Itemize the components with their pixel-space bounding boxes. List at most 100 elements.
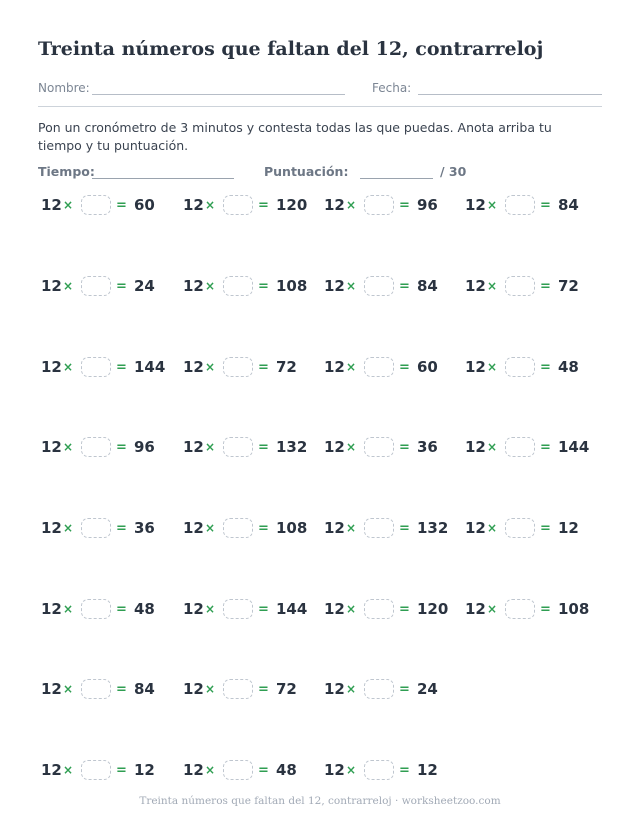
problem: 12 × = 144	[465, 435, 589, 459]
problem-result: 144	[276, 600, 308, 618]
time-label: Tiempo:	[38, 164, 95, 179]
times-sign: ×	[346, 279, 357, 293]
times-sign: ×	[63, 521, 74, 535]
answer-blank[interactable]	[223, 195, 253, 215]
problem-factor: 12	[465, 438, 486, 456]
problem-result: 132	[276, 438, 308, 456]
equals-sign: =	[399, 762, 410, 778]
equals-sign: =	[258, 762, 269, 778]
problem: 12 × = 144	[41, 355, 165, 379]
times-sign: ×	[63, 763, 74, 777]
equals-sign: =	[399, 197, 410, 213]
problem-factor: 12	[465, 519, 486, 537]
times-sign: ×	[205, 360, 216, 374]
answer-blank[interactable]	[364, 599, 394, 619]
times-sign: ×	[205, 682, 216, 696]
problem-factor: 12	[41, 196, 62, 214]
times-sign: ×	[63, 360, 74, 374]
problem-result: 48	[134, 600, 155, 618]
problem-factor: 12	[324, 196, 345, 214]
problem-result: 84	[134, 680, 155, 698]
problem-factor: 12	[183, 600, 204, 618]
times-sign: ×	[487, 602, 498, 616]
answer-blank[interactable]	[364, 760, 394, 780]
problem: 12 × = 24	[41, 274, 155, 298]
problem: 12 × = 108	[183, 274, 307, 298]
problem-result: 108	[276, 277, 308, 295]
answer-blank[interactable]	[81, 679, 111, 699]
times-sign: ×	[63, 602, 74, 616]
problem-factor: 12	[183, 680, 204, 698]
equals-sign: =	[540, 359, 551, 375]
equals-sign: =	[258, 520, 269, 536]
answer-blank[interactable]	[223, 679, 253, 699]
answer-blank[interactable]	[505, 357, 535, 377]
answer-blank[interactable]	[81, 599, 111, 619]
answer-blank[interactable]	[81, 276, 111, 296]
date-line[interactable]	[418, 94, 602, 95]
equals-sign: =	[399, 359, 410, 375]
score-line[interactable]	[360, 178, 433, 179]
answer-blank[interactable]	[364, 195, 394, 215]
problem: 12 × = 48	[465, 355, 579, 379]
answer-blank[interactable]	[505, 276, 535, 296]
problem-factor: 12	[183, 277, 204, 295]
problem-factor: 12	[41, 600, 62, 618]
problem-result: 108	[558, 600, 590, 618]
answer-blank[interactable]	[223, 760, 253, 780]
equals-sign: =	[116, 520, 127, 536]
problem-result: 72	[276, 358, 297, 376]
problem-result: 72	[276, 680, 297, 698]
answer-blank[interactable]	[505, 195, 535, 215]
answer-blank[interactable]	[364, 518, 394, 538]
answer-blank[interactable]	[223, 599, 253, 619]
answer-blank[interactable]	[223, 518, 253, 538]
answer-blank[interactable]	[81, 760, 111, 780]
problem: 12 × = 60	[324, 355, 438, 379]
times-sign: ×	[63, 440, 74, 454]
equals-sign: =	[258, 439, 269, 455]
problem-result: 12	[134, 761, 155, 779]
time-line[interactable]	[92, 178, 234, 179]
name-line[interactable]	[92, 94, 345, 95]
problem-result: 12	[558, 519, 579, 537]
equals-sign: =	[399, 681, 410, 697]
answer-blank[interactable]	[223, 276, 253, 296]
times-sign: ×	[63, 198, 74, 212]
problem-factor: 12	[324, 600, 345, 618]
problem-result: 24	[417, 680, 438, 698]
problem-factor: 12	[465, 358, 486, 376]
problem-result: 144	[558, 438, 590, 456]
problem-result: 60	[134, 196, 155, 214]
problem-factor: 12	[324, 680, 345, 698]
answer-blank[interactable]	[364, 437, 394, 457]
problem-result: 36	[134, 519, 155, 537]
answer-blank[interactable]	[364, 357, 394, 377]
problem-result: 108	[276, 519, 308, 537]
problem-factor: 12	[324, 277, 345, 295]
times-sign: ×	[205, 279, 216, 293]
equals-sign: =	[116, 278, 127, 294]
problem: 12 × = 60	[41, 193, 155, 217]
problem-result: 36	[417, 438, 438, 456]
problem: 12 × = 84	[465, 193, 579, 217]
problem: 12 × = 108	[183, 516, 307, 540]
times-sign: ×	[205, 198, 216, 212]
times-sign: ×	[346, 360, 357, 374]
answer-blank[interactable]	[223, 437, 253, 457]
answer-blank[interactable]	[364, 679, 394, 699]
name-label: Nombre:	[38, 81, 90, 95]
answer-blank[interactable]	[81, 518, 111, 538]
answer-blank[interactable]	[81, 437, 111, 457]
answer-blank[interactable]	[81, 195, 111, 215]
equals-sign: =	[399, 520, 410, 536]
answer-blank[interactable]	[81, 357, 111, 377]
problem-factor: 12	[465, 277, 486, 295]
answer-blank[interactable]	[364, 276, 394, 296]
answer-blank[interactable]	[223, 357, 253, 377]
answer-blank[interactable]	[505, 437, 535, 457]
problem: 12 × = 120	[324, 597, 448, 621]
answer-blank[interactable]	[505, 518, 535, 538]
answer-blank[interactable]	[505, 599, 535, 619]
problem-factor: 12	[41, 438, 62, 456]
